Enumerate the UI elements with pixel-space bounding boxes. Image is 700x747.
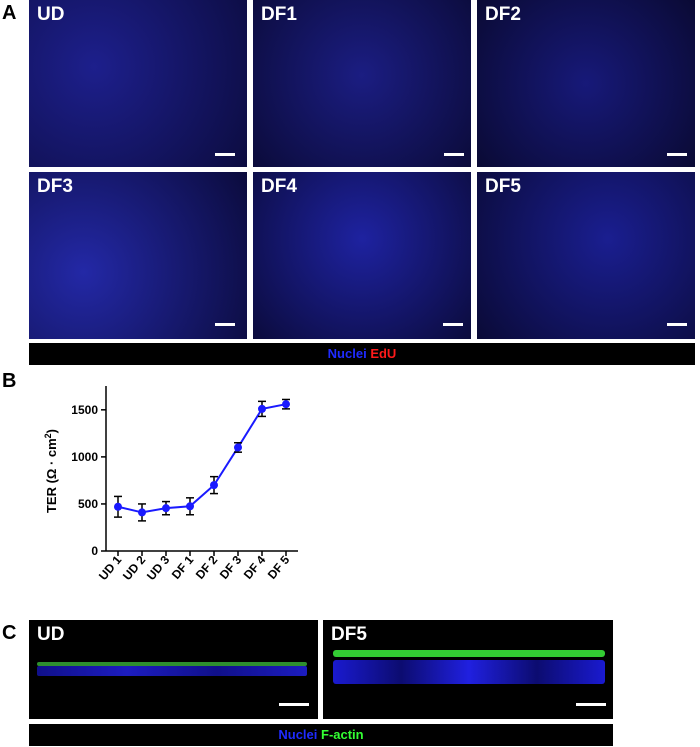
panel-label-b: B bbox=[2, 370, 17, 392]
nuclei-layer bbox=[37, 666, 307, 676]
x-tick-label: DF 1 bbox=[169, 553, 197, 582]
scale-bar bbox=[576, 703, 606, 706]
nuclei-layer bbox=[333, 660, 605, 684]
micrograph-df3: DF3 bbox=[29, 172, 247, 339]
micrograph-ud: UD bbox=[29, 0, 247, 167]
legend-f-actin: F-actin bbox=[321, 727, 364, 742]
x-tick-label: UD 2 bbox=[120, 553, 149, 583]
panel-label-a: A bbox=[2, 2, 17, 24]
scale-bar bbox=[215, 323, 235, 326]
series-line bbox=[117, 403, 287, 514]
data-point bbox=[138, 508, 146, 517]
scale-bar bbox=[444, 153, 464, 156]
scale-bar bbox=[215, 153, 235, 156]
f-actin-layer bbox=[333, 650, 605, 657]
micrograph-label: DF2 bbox=[485, 4, 521, 25]
scale-bar bbox=[667, 323, 687, 326]
ter-chart: 0 500 1000 1500 UD 1UD 2UD 3DF 1DF 2DF 3DF 4… bbox=[43, 386, 298, 583]
data-point bbox=[210, 481, 218, 490]
x-tick-label: DF 5 bbox=[265, 553, 293, 582]
micrograph-label: DF5 bbox=[331, 624, 367, 645]
x-tick-label: UD 1 bbox=[96, 553, 125, 583]
legend-nuclei: Nuclei bbox=[327, 346, 367, 361]
data-point bbox=[162, 504, 170, 513]
micrograph-c-df5: DF5 bbox=[323, 620, 613, 719]
legend-bar-a: Nuclei EdU bbox=[29, 343, 695, 365]
scale-bar bbox=[667, 153, 687, 156]
micrograph-label: DF5 bbox=[485, 176, 521, 197]
y-axis-label: TER (Ω · cm2) bbox=[43, 429, 59, 513]
micrograph-df4: DF4 bbox=[253, 172, 471, 339]
micrograph-label: DF1 bbox=[261, 4, 297, 25]
f-actin-layer bbox=[37, 662, 307, 666]
micrograph-label: DF3 bbox=[37, 176, 73, 197]
micrograph-label: UD bbox=[37, 624, 65, 645]
micrograph-df2: DF2 bbox=[477, 0, 695, 167]
micrograph-label: UD bbox=[37, 4, 65, 25]
legend-edu: EdU bbox=[370, 346, 397, 361]
data-point bbox=[282, 400, 290, 409]
data-point bbox=[258, 404, 266, 413]
data-point bbox=[114, 502, 122, 511]
y-tick-label: 500 bbox=[78, 497, 98, 511]
legend-nuclei: Nuclei bbox=[278, 727, 318, 742]
micrograph-df1: DF1 bbox=[253, 0, 471, 167]
y-tick-label: 0 bbox=[91, 544, 98, 558]
y-tick-label: 1500 bbox=[71, 403, 98, 417]
x-tick-label: DF 2 bbox=[193, 553, 221, 582]
panel-label-c: C bbox=[2, 622, 17, 644]
micrograph-df5: DF5 bbox=[477, 172, 695, 339]
scale-bar bbox=[279, 703, 309, 706]
scale-bar bbox=[443, 323, 463, 326]
legend-bar-c: Nuclei F-actin bbox=[29, 724, 613, 746]
micrograph-label: DF4 bbox=[261, 176, 297, 197]
y-tick-label: 1000 bbox=[71, 450, 98, 464]
data-point bbox=[234, 443, 242, 452]
micrograph-c-ud: UD bbox=[29, 620, 318, 719]
x-tick-label: UD 3 bbox=[144, 553, 173, 583]
data-point bbox=[186, 502, 194, 511]
x-tick-label: DF 4 bbox=[241, 553, 269, 582]
x-tick-label: DF 3 bbox=[217, 553, 245, 582]
